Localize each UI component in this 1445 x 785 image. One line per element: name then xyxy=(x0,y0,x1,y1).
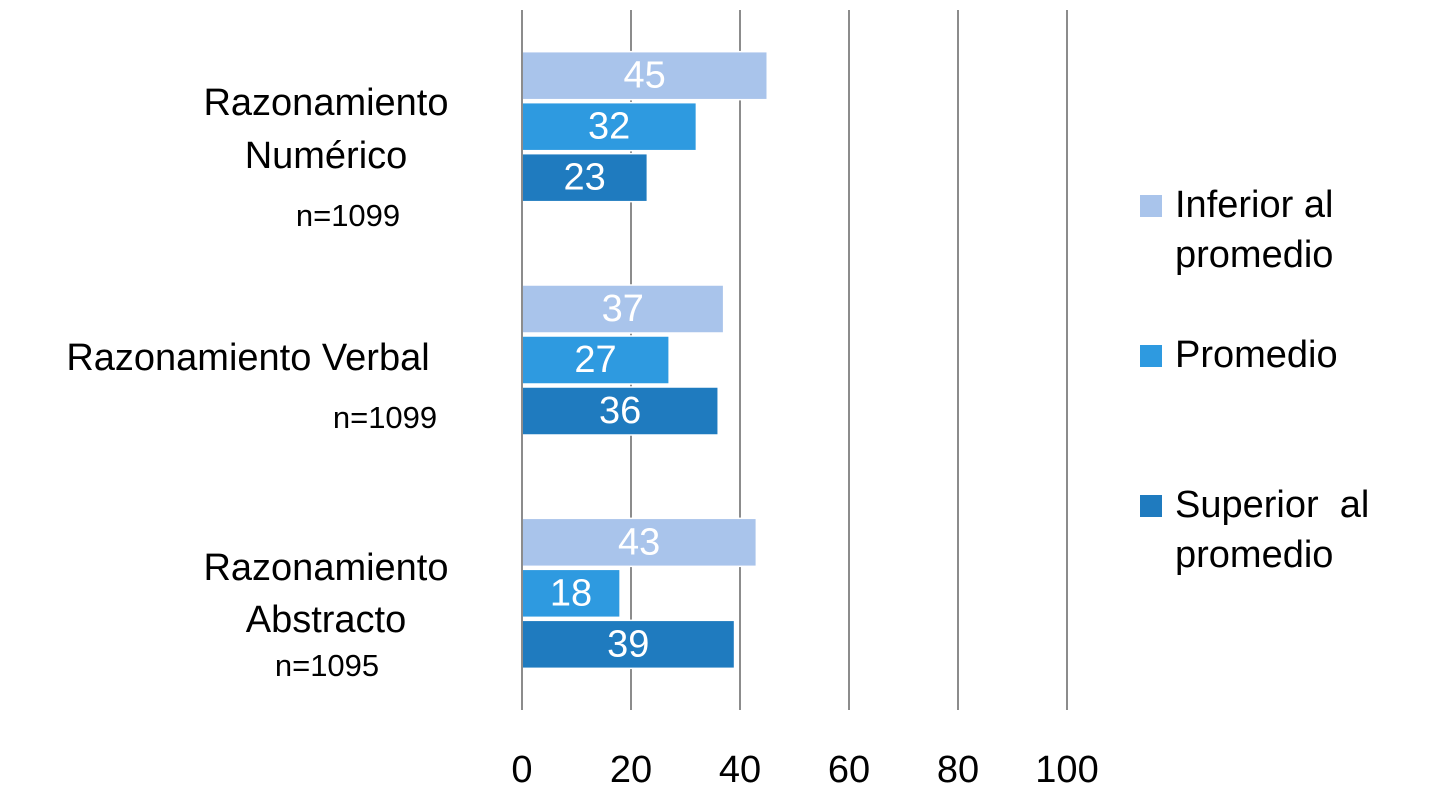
bar xyxy=(521,101,698,152)
bar-value-label: 39 xyxy=(607,623,649,665)
legend-label: Inferior al promedio xyxy=(1175,184,1344,276)
legend-item: Superior al promedio xyxy=(1140,480,1430,580)
bar xyxy=(521,386,719,436)
bar xyxy=(521,50,768,101)
category-label: Abstracto xyxy=(246,599,407,641)
bar-value-label: 45 xyxy=(623,55,665,97)
category-label: Numérico xyxy=(245,135,408,177)
sample-size: n=1099 xyxy=(333,400,437,435)
legend-swatch xyxy=(1140,495,1162,517)
bar xyxy=(521,335,670,385)
sample-size: n=1095 xyxy=(275,648,379,683)
bar-value-label: 23 xyxy=(564,157,606,199)
x-tick-label: 40 xyxy=(719,749,761,785)
legend-swatch xyxy=(1140,195,1162,217)
sample-size: n=1099 xyxy=(296,198,400,233)
legend-swatch xyxy=(1140,345,1162,367)
legend-item: Inferior al promedio xyxy=(1140,180,1430,280)
x-tick-label: 80 xyxy=(937,749,979,785)
bar-value-label: 32 xyxy=(588,106,630,148)
bar-value-label: 36 xyxy=(599,390,641,432)
category-label: Razonamiento xyxy=(203,82,448,124)
legend-label: Superior al promedio xyxy=(1175,484,1380,576)
x-tick-label: 0 xyxy=(511,749,532,785)
bar xyxy=(521,517,758,568)
bar xyxy=(521,152,649,203)
bar xyxy=(521,568,621,619)
bar-value-label: 27 xyxy=(574,339,616,381)
legend-label: Promedio xyxy=(1175,334,1338,376)
category-label: Razonamiento xyxy=(203,547,448,589)
x-tick-label: 60 xyxy=(828,749,870,785)
legend-item: Promedio xyxy=(1140,330,1430,380)
category-label: Razonamiento Verbal xyxy=(66,337,429,379)
x-tick-label: 100 xyxy=(1035,749,1098,785)
bar-value-label: 43 xyxy=(618,521,660,563)
x-tick-label: 20 xyxy=(610,749,652,785)
bar xyxy=(521,619,736,670)
bar-value-label: 18 xyxy=(550,572,592,614)
bar-value-label: 37 xyxy=(602,288,644,330)
